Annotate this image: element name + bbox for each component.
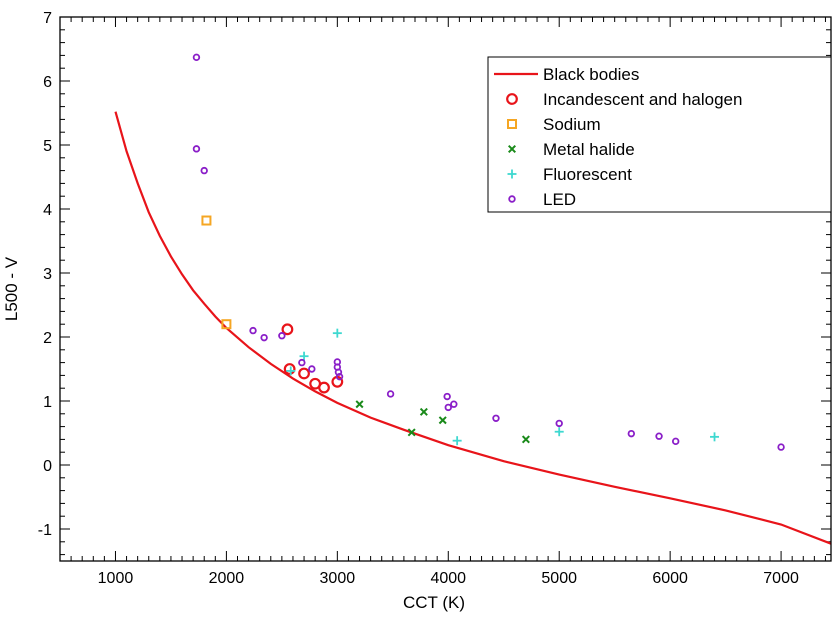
legend-metal-halide-label: Metal halide <box>543 140 635 159</box>
legend-metal-halide-swatch <box>507 144 517 154</box>
y-tick-label: 6 <box>43 74 52 91</box>
y-tick-label: 2 <box>43 330 52 347</box>
x-stroke <box>355 400 364 409</box>
legend-sodium-label: Sodium <box>543 115 601 134</box>
x-stroke <box>419 407 428 416</box>
sodium-point <box>221 319 232 330</box>
legend-fluorescent-label: Fluorescent <box>543 165 632 184</box>
fluorescent-point <box>332 328 342 338</box>
fluorescent-point <box>710 432 720 442</box>
led-point <box>655 432 663 440</box>
legend-incandescent-and-halogen-swatch <box>506 93 518 105</box>
y-tick-label: 7 <box>43 10 52 27</box>
led-point <box>192 53 201 62</box>
x-tick-label: 5000 <box>541 570 577 587</box>
fluorescent-point <box>299 351 309 361</box>
led-point <box>308 365 316 373</box>
legend-led-swatch <box>508 195 516 203</box>
led-point <box>444 403 452 412</box>
x-tick-label: 7000 <box>763 570 799 587</box>
incandescent-and-halogen-point <box>298 367 310 380</box>
incandescent-and-halogen-point <box>283 363 296 375</box>
plot-frame <box>59 16 832 562</box>
fluorescent-point <box>286 366 296 376</box>
legend-led-label: LED <box>543 190 576 209</box>
incandescent-and-halogen-point <box>318 381 330 394</box>
legend-black-bodies-label: Black bodies <box>543 65 639 84</box>
x-tick-label: 4000 <box>430 570 466 587</box>
metal-halide-point <box>419 407 428 416</box>
fluorescent-point <box>554 427 564 437</box>
x-stroke <box>438 416 447 425</box>
tick-labels: 1000 2000 3000 4000 5000 6000 7000 -1 0 1 2 3 4 5 6 7 <box>38 10 799 587</box>
led-point <box>627 429 636 438</box>
led-point <box>298 358 306 367</box>
led-point <box>260 333 268 342</box>
y-axis-title: L500 - V <box>2 256 21 321</box>
led-point <box>249 326 257 335</box>
led-point <box>492 414 500 422</box>
x-tick-label: 6000 <box>652 570 688 587</box>
x-stroke <box>507 144 517 154</box>
led-point <box>671 437 680 446</box>
led-point <box>555 419 563 428</box>
metal-halide-point <box>521 435 530 444</box>
led-point <box>200 166 208 175</box>
led-point <box>777 443 785 451</box>
y-tick-label: 0 <box>43 458 52 475</box>
axis-ticks <box>60 16 831 561</box>
y-tick-label: 5 <box>43 138 52 155</box>
led-point <box>278 332 286 340</box>
metal-halide-point <box>438 416 447 425</box>
x-tick-label: 1000 <box>98 570 134 587</box>
led-point <box>335 372 344 381</box>
legend-fluorescent-swatch <box>507 169 517 179</box>
data-marks <box>114 53 831 545</box>
led-point <box>443 392 451 401</box>
legend-incandescent-and-halogen-label: Incandescent and halogen <box>543 90 742 109</box>
y-tick-label: -1 <box>38 522 52 539</box>
metal-halide-point <box>407 428 416 437</box>
x-stroke <box>407 428 416 437</box>
x-tick-label: 2000 <box>209 570 245 587</box>
legend-box <box>487 56 832 213</box>
led-point <box>386 390 395 398</box>
black-bodies-curve <box>114 111 831 545</box>
sodium-point <box>201 215 212 226</box>
y-tick-label: 3 <box>43 266 52 283</box>
legend-sodium-swatch <box>507 119 517 129</box>
y-tick-label: 1 <box>43 394 52 411</box>
led-point <box>192 145 201 153</box>
incandescent-and-halogen-point <box>281 323 294 336</box>
legend: Black bodies Incandescent and halogen Sodi… <box>487 56 832 213</box>
fluorescent-point <box>452 436 462 446</box>
x-axis-title: CCT (K) <box>403 593 465 612</box>
metal-halide-point <box>355 400 364 409</box>
x-stroke <box>521 435 530 444</box>
y-tick-label: 4 <box>43 202 52 219</box>
x-tick-label: 3000 <box>320 570 356 587</box>
led-point <box>450 400 458 408</box>
